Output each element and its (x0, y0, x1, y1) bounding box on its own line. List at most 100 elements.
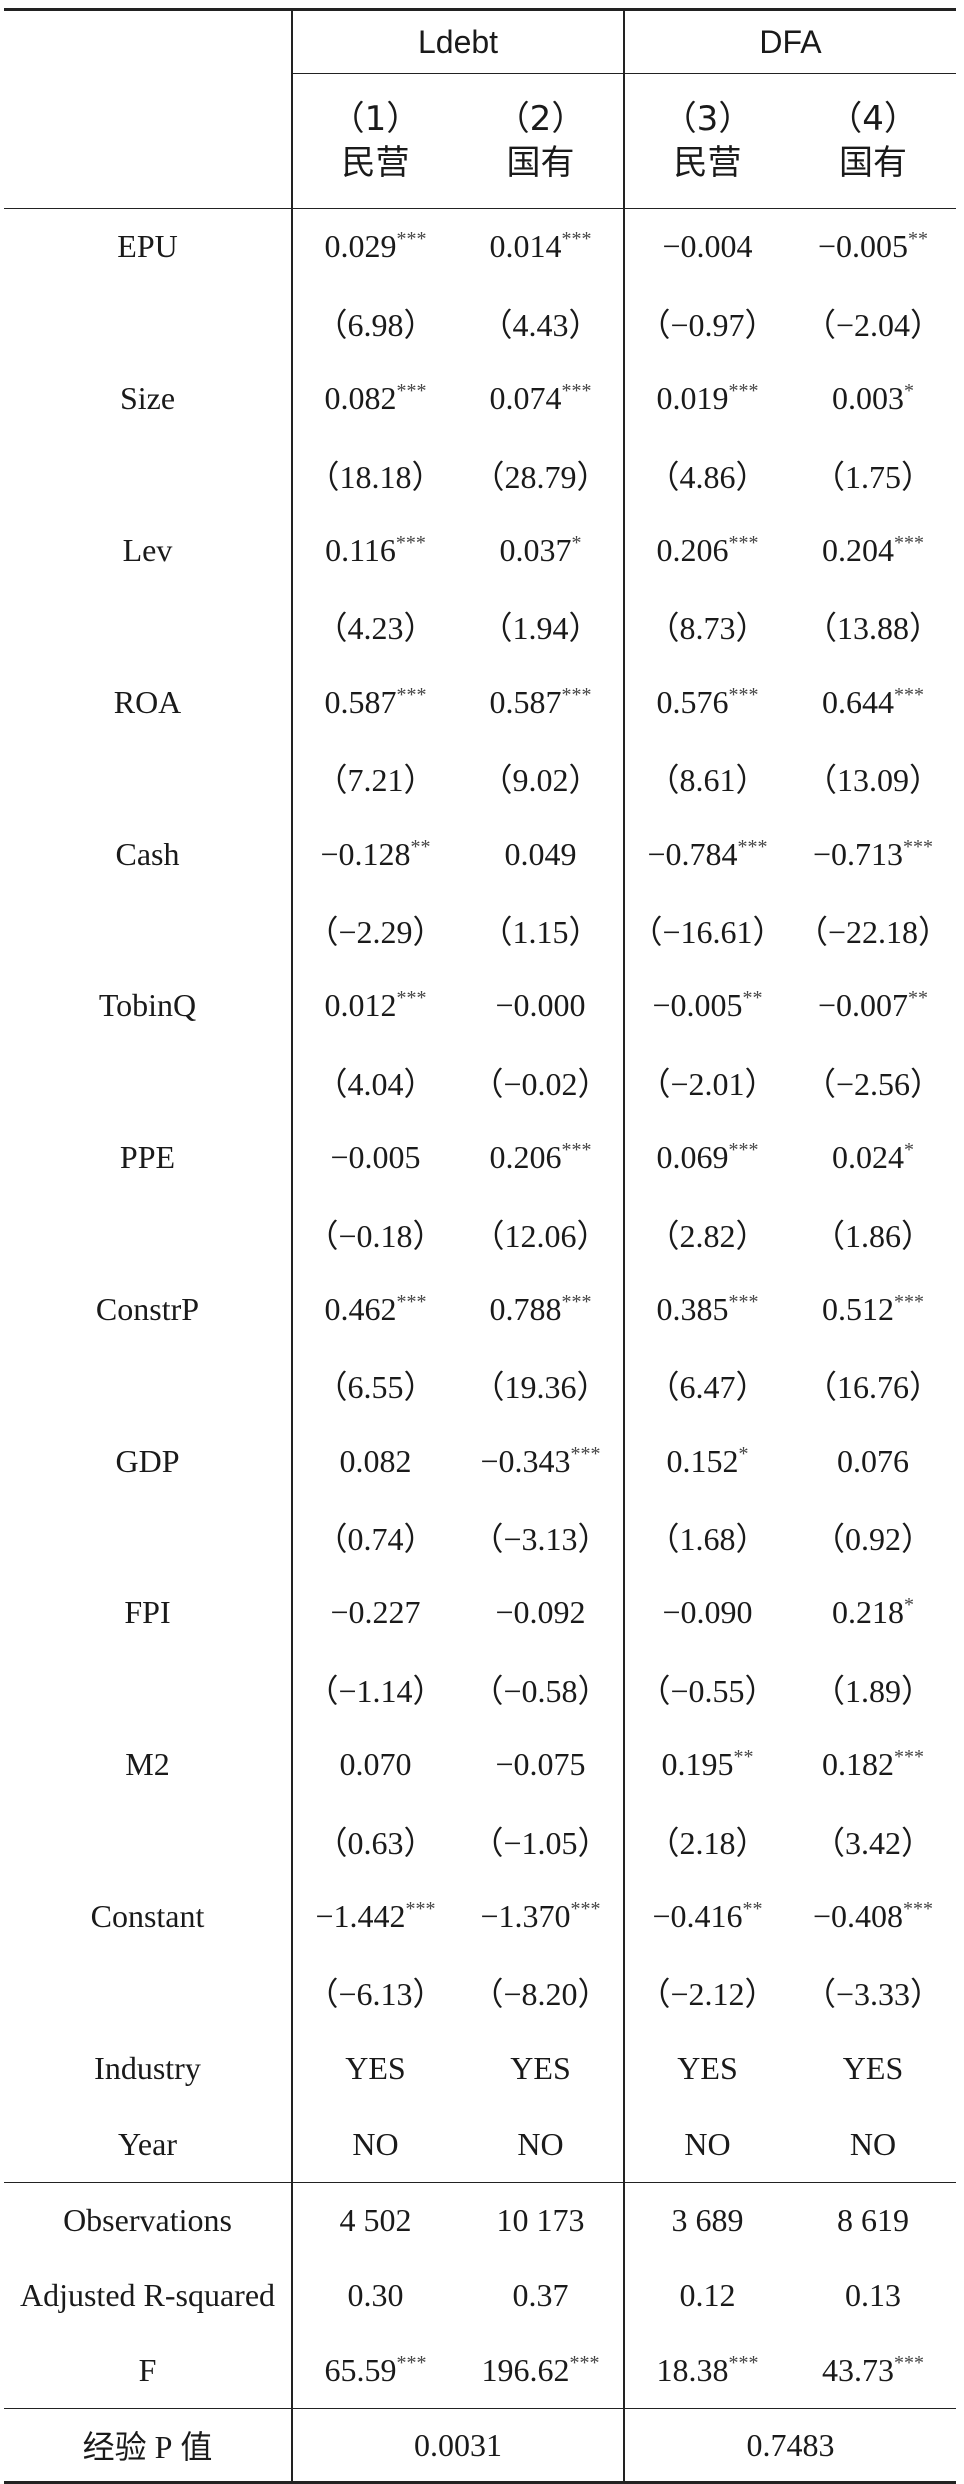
value: −0.075 (495, 1746, 586, 1783)
row-label: Cash (115, 835, 180, 872)
p-value-cell: 0.7483 (623, 2408, 957, 2484)
statistic-cell: 0.12 (623, 2258, 791, 2334)
coefficient-cell: 0.218* (790, 1575, 956, 1651)
t-statistic-cell: （1.68） (623, 1499, 791, 1576)
t-statistic-cell: （18.18） (291, 436, 458, 513)
value: 0.070 (339, 1746, 412, 1783)
t-statistic-row: （−0.18） （12.06） （2.82） （1.86） (4, 1195, 956, 1272)
coefficient-cell: 0.076 (790, 1423, 956, 1499)
row-label: TobinQ (98, 987, 197, 1024)
coefficient-cell: 0.462*** (291, 1271, 458, 1348)
value: 0.195 (661, 1746, 734, 1783)
value: 196.62 (481, 2352, 570, 2389)
coefficient-row: Size 0.082*** 0.074*** 0.019*** 0.003* (4, 360, 956, 437)
column-type: 国有 (839, 143, 908, 183)
value: 0.116 (325, 532, 396, 568)
value: 0.587 (489, 683, 562, 720)
value: 18.38 (656, 2352, 729, 2389)
t-statistic-cell: （4.04） (291, 1043, 458, 1120)
row-label: PPE (119, 1139, 176, 1176)
t-statistic-row: （−2.29） （1.15） （−16.61） （−22.18） (4, 892, 956, 968)
significance-stars: * (571, 532, 582, 554)
significance-stars: *** (396, 380, 427, 403)
column-number: （4） (828, 99, 918, 139)
value: 0.462 (324, 1290, 397, 1327)
coefficient-cell: −0.416** (623, 1878, 791, 1955)
column-header-3: （3） 民营 (623, 73, 791, 209)
row-label: Industry (94, 2049, 201, 2086)
significance-stars: ** (742, 1898, 763, 1921)
t-statistic-cell: （−1.05） (471, 1824, 610, 1861)
value: 0.082 (324, 380, 397, 417)
significance-stars: *** (396, 2352, 427, 2375)
statistic-cell: 43.73*** (790, 2333, 957, 2410)
row-label-empty (4, 1044, 292, 1120)
t-statistic-cell: （−0.02） (471, 1065, 610, 1102)
significance-stars: ** (908, 228, 929, 251)
significance-stars: *** (728, 683, 759, 706)
t-statistic-cell: （4.23） (291, 588, 458, 665)
statistic-cell: 3 689 (623, 2182, 791, 2259)
control-cell: YES (291, 2030, 458, 2107)
coefficient-cell: 0.182*** (790, 1727, 956, 1803)
coefficient-row: Constant −1.442*** −1.370*** −0.416** −0.408… (4, 1878, 956, 1955)
value: 0.385 (656, 1290, 729, 1327)
value: −0.416 (652, 1898, 743, 1935)
coefficient-cell: −0.092 (458, 1575, 624, 1651)
significance-stars: *** (396, 683, 427, 706)
t-statistic-cell: （13.88） (805, 610, 942, 647)
coefficient-cell: −1.370*** (458, 1879, 624, 1955)
header-group-row: Ldebt DFA (4, 8, 957, 74)
value: −0.005 (652, 987, 743, 1024)
row-label: Adjusted R-squared (19, 2277, 276, 2314)
column-header-4: （4） 国有 (790, 73, 957, 209)
significance-stars: *** (405, 1898, 436, 1921)
significance-stars: *** (396, 228, 427, 251)
row-label: Observations (63, 2202, 232, 2239)
control-cell: YES (842, 2049, 904, 2086)
row-label-empty (4, 1954, 292, 2030)
statistic-row: Adjusted R-squared 0.30 0.37 0.12 0.13 (4, 2258, 956, 2334)
coefficient-cell: −0.784*** (623, 816, 791, 893)
t-statistic-cell: （−2.29） (291, 892, 458, 968)
row-label-empty (4, 1803, 292, 1879)
value: 10 173 (496, 2202, 585, 2239)
coefficient-cell: 0.576*** (623, 664, 791, 741)
value: 0.587 (324, 683, 397, 720)
t-statistic-cell: （−0.58） (471, 1672, 610, 1709)
value: 0.644 (822, 683, 895, 720)
value: 0.082 (339, 1442, 412, 1479)
value: −0.090 (662, 1594, 753, 1631)
coefficient-row: EPU 0.029*** 0.014*** −0.004 −0.005** (4, 208, 956, 285)
coefficient-cell: −0.075 (458, 1727, 624, 1803)
control-cell: NO (458, 2106, 625, 2184)
row-label: F (4, 2333, 292, 2410)
significance-stars: *** (903, 835, 934, 858)
coefficient-cell: −0.408*** (790, 1879, 956, 1955)
value: 43.73 (822, 2352, 895, 2389)
significance-stars: *** (728, 532, 759, 554)
t-statistic-row: （−6.13） （−8.20） （−2.12） （−3.33） (4, 1954, 956, 2031)
t-statistic-cell: （4.86） (623, 436, 791, 513)
row-label: M2 (125, 1746, 170, 1783)
value: 0.019 (656, 380, 729, 417)
coefficient-cell: −0.005 (291, 1119, 458, 1196)
value: 3 689 (671, 2202, 744, 2239)
value: −0.713 (813, 835, 904, 872)
column-number: （1） (330, 99, 421, 139)
significance-stars: *** (561, 380, 592, 403)
column-type: 民营 (341, 143, 410, 183)
coefficient-cell: −0.005** (623, 967, 791, 1044)
coefficient-cell: −0.343*** (458, 1423, 624, 1499)
p-value-cell: 0.0031 (290, 2408, 625, 2484)
value: −0.005 (330, 1139, 421, 1176)
value: 0.003 (832, 380, 905, 417)
significance-stars: *** (561, 683, 592, 706)
coefficient-cell: 0.019*** (623, 360, 791, 437)
empirical-p-value-row: 经验 P 值 0.0031 0.7483 (4, 2408, 957, 2484)
value: −0.343 (480, 1442, 571, 1479)
control-cell: YES (510, 2049, 571, 2086)
t-statistic-cell: （1.15） (480, 913, 601, 950)
value: 0.206 (656, 532, 729, 568)
significance-stars: *** (561, 1290, 592, 1313)
